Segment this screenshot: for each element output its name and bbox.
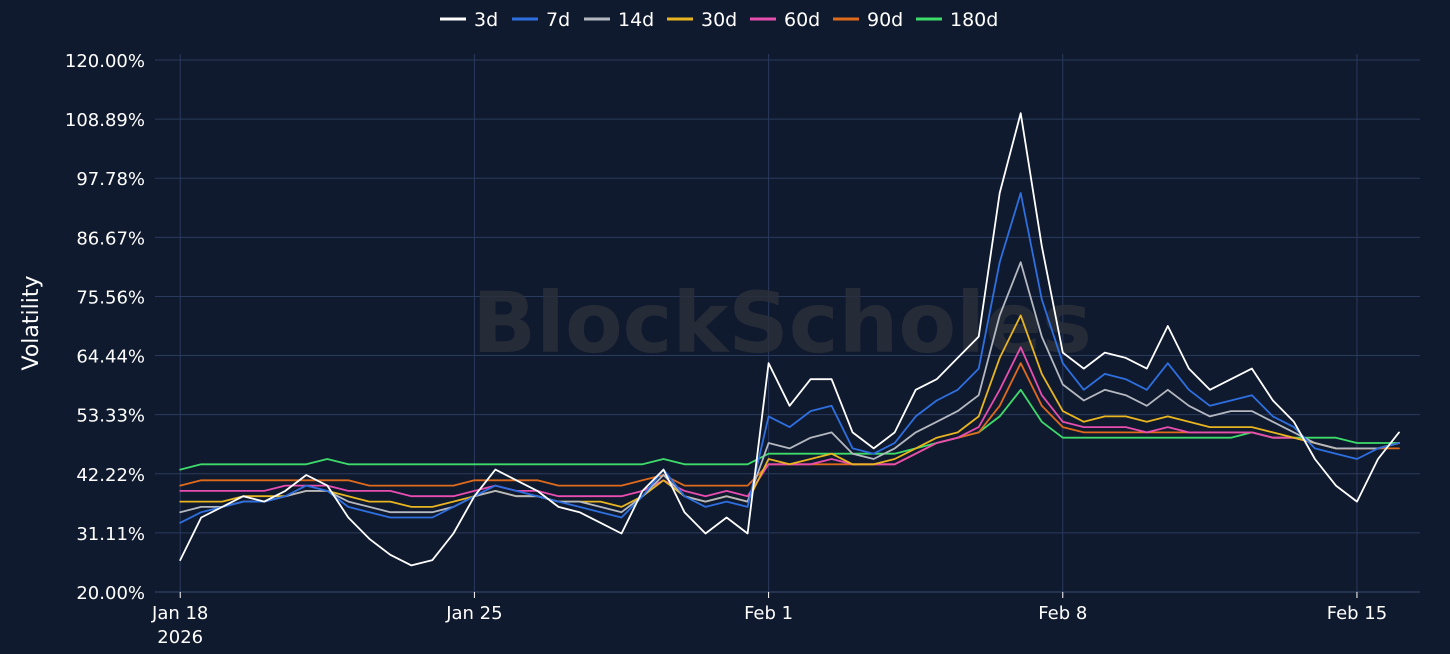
legend-label: 60d (784, 9, 820, 31)
y-tick-label: 108.89% (65, 110, 145, 131)
x-axis-ticks: Jan 18 2026 Jan 25 Feb 1 Feb 8 Feb 15 (151, 592, 1387, 648)
series-line-30d (179, 314, 1400, 508)
y-axis-ticks: 20.00% 31.11% 42.22% 53.33% 64.44% 75.56% 86.6… (65, 51, 145, 604)
y-tick-label: 97.78% (76, 169, 145, 190)
y-tick-label: 42.22% (76, 465, 145, 486)
legend-label: 180d (950, 9, 998, 31)
y-tick-label: 75.56% (76, 287, 145, 308)
legend-label: 90d (867, 9, 903, 31)
legend-item-30d[interactable]: 30d (667, 9, 737, 31)
legend-item-180d[interactable]: 180d (916, 9, 998, 31)
legend-item-7d[interactable]: 7d (512, 9, 570, 31)
x-tick-label: Feb 15 (1327, 603, 1388, 624)
y-tick-label: 64.44% (76, 347, 145, 368)
x-tick-label: Feb 1 (744, 603, 793, 624)
legend-label: 7d (546, 9, 570, 31)
x-tick-label: Jan 25 (445, 603, 502, 624)
x-tick-label: Feb 8 (1038, 603, 1087, 624)
series-layer (179, 112, 1400, 567)
y-tick-label: 86.67% (76, 228, 145, 249)
x-tick-sublabel: 2026 (157, 627, 203, 648)
watermark: BlockScholes (472, 274, 1092, 372)
legend-label: 14d (618, 9, 654, 31)
legend-item-60d[interactable]: 60d (750, 9, 820, 31)
series-line-180d (179, 388, 1400, 471)
legend: 3d 7d 14d 30d 60d 90d 180d (440, 9, 998, 31)
y-tick-label: 31.11% (76, 524, 145, 545)
legend-item-14d[interactable]: 14d (584, 9, 654, 31)
series-line-3d (179, 112, 1400, 567)
series-line-14d (179, 261, 1400, 514)
legend-label: 30d (701, 9, 737, 31)
y-axis-label: Volatility (19, 275, 44, 370)
y-tick-label: 20.00% (76, 583, 145, 604)
y-tick-label: 53.33% (76, 406, 145, 427)
x-tick-label: Jan 18 (151, 603, 208, 624)
series-line-7d (179, 192, 1400, 524)
y-tick-label: 120.00% (65, 51, 145, 72)
legend-item-3d[interactable]: 3d (440, 9, 498, 31)
legend-label: 3d (474, 9, 498, 31)
legend-item-90d[interactable]: 90d (833, 9, 903, 31)
